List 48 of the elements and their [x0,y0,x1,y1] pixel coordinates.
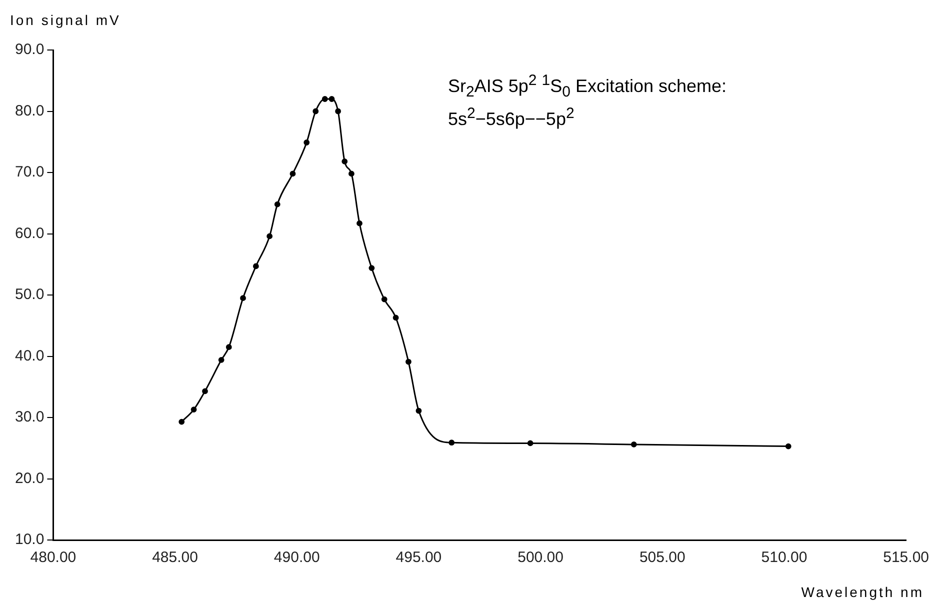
point [342,158,348,164]
annotation: Sr$_{2}$AIS 5p$^{2}$ $^{1}$S$_{0}$ Excitation scheme: [448,71,727,103]
point [226,344,232,350]
point [190,406,197,412]
x-tick-label: 515.00 [883,549,930,566]
y-tick-label: 60.0 [14,224,44,242]
point [416,408,422,414]
point [322,96,328,102]
point [290,170,296,177]
x-tick-label: 480.00 [30,549,76,566]
y-tick-label: 80.0 [14,102,44,120]
point [274,201,280,208]
point [312,108,319,114]
y-tick-label: 20.0 [14,470,44,487]
annotation: 5s$^{2}$−5s6p−−5p$^{2}$ [448,104,576,130]
point [178,418,185,425]
point [202,388,208,394]
point [630,442,637,448]
x-tick-label: 490.00 [274,549,320,566]
x-tick-label: 500.00 [518,549,564,566]
point [368,265,375,271]
point [266,233,273,240]
point [527,440,534,446]
y-tick-label: 50.0 [14,286,44,304]
y-tick-label: 90.0 [14,41,44,58]
point [348,170,354,177]
point [335,108,341,114]
point [785,443,792,450]
point [218,356,224,363]
y-tick-label: 40.0 [14,347,44,364]
y-axis-title: Ion signal mV [10,12,121,28]
point [304,140,310,146]
point [406,358,412,365]
point [392,314,399,321]
point [240,295,246,302]
x-tick-label: 510.00 [761,549,808,566]
point [381,296,388,302]
point [356,220,362,226]
y-tick-label: 30.0 [14,408,44,426]
point [328,96,335,102]
x-tick-label: 495.00 [396,549,442,566]
y-tick-label: 10.0 [14,531,44,548]
x-axis-title: Wavelength nm [801,584,924,600]
y-tick-label: 70.0 [14,164,44,181]
point [252,263,259,270]
x-tick-label: 485.00 [152,549,198,566]
point [448,440,455,446]
x-tick-label: 505.00 [639,549,686,566]
